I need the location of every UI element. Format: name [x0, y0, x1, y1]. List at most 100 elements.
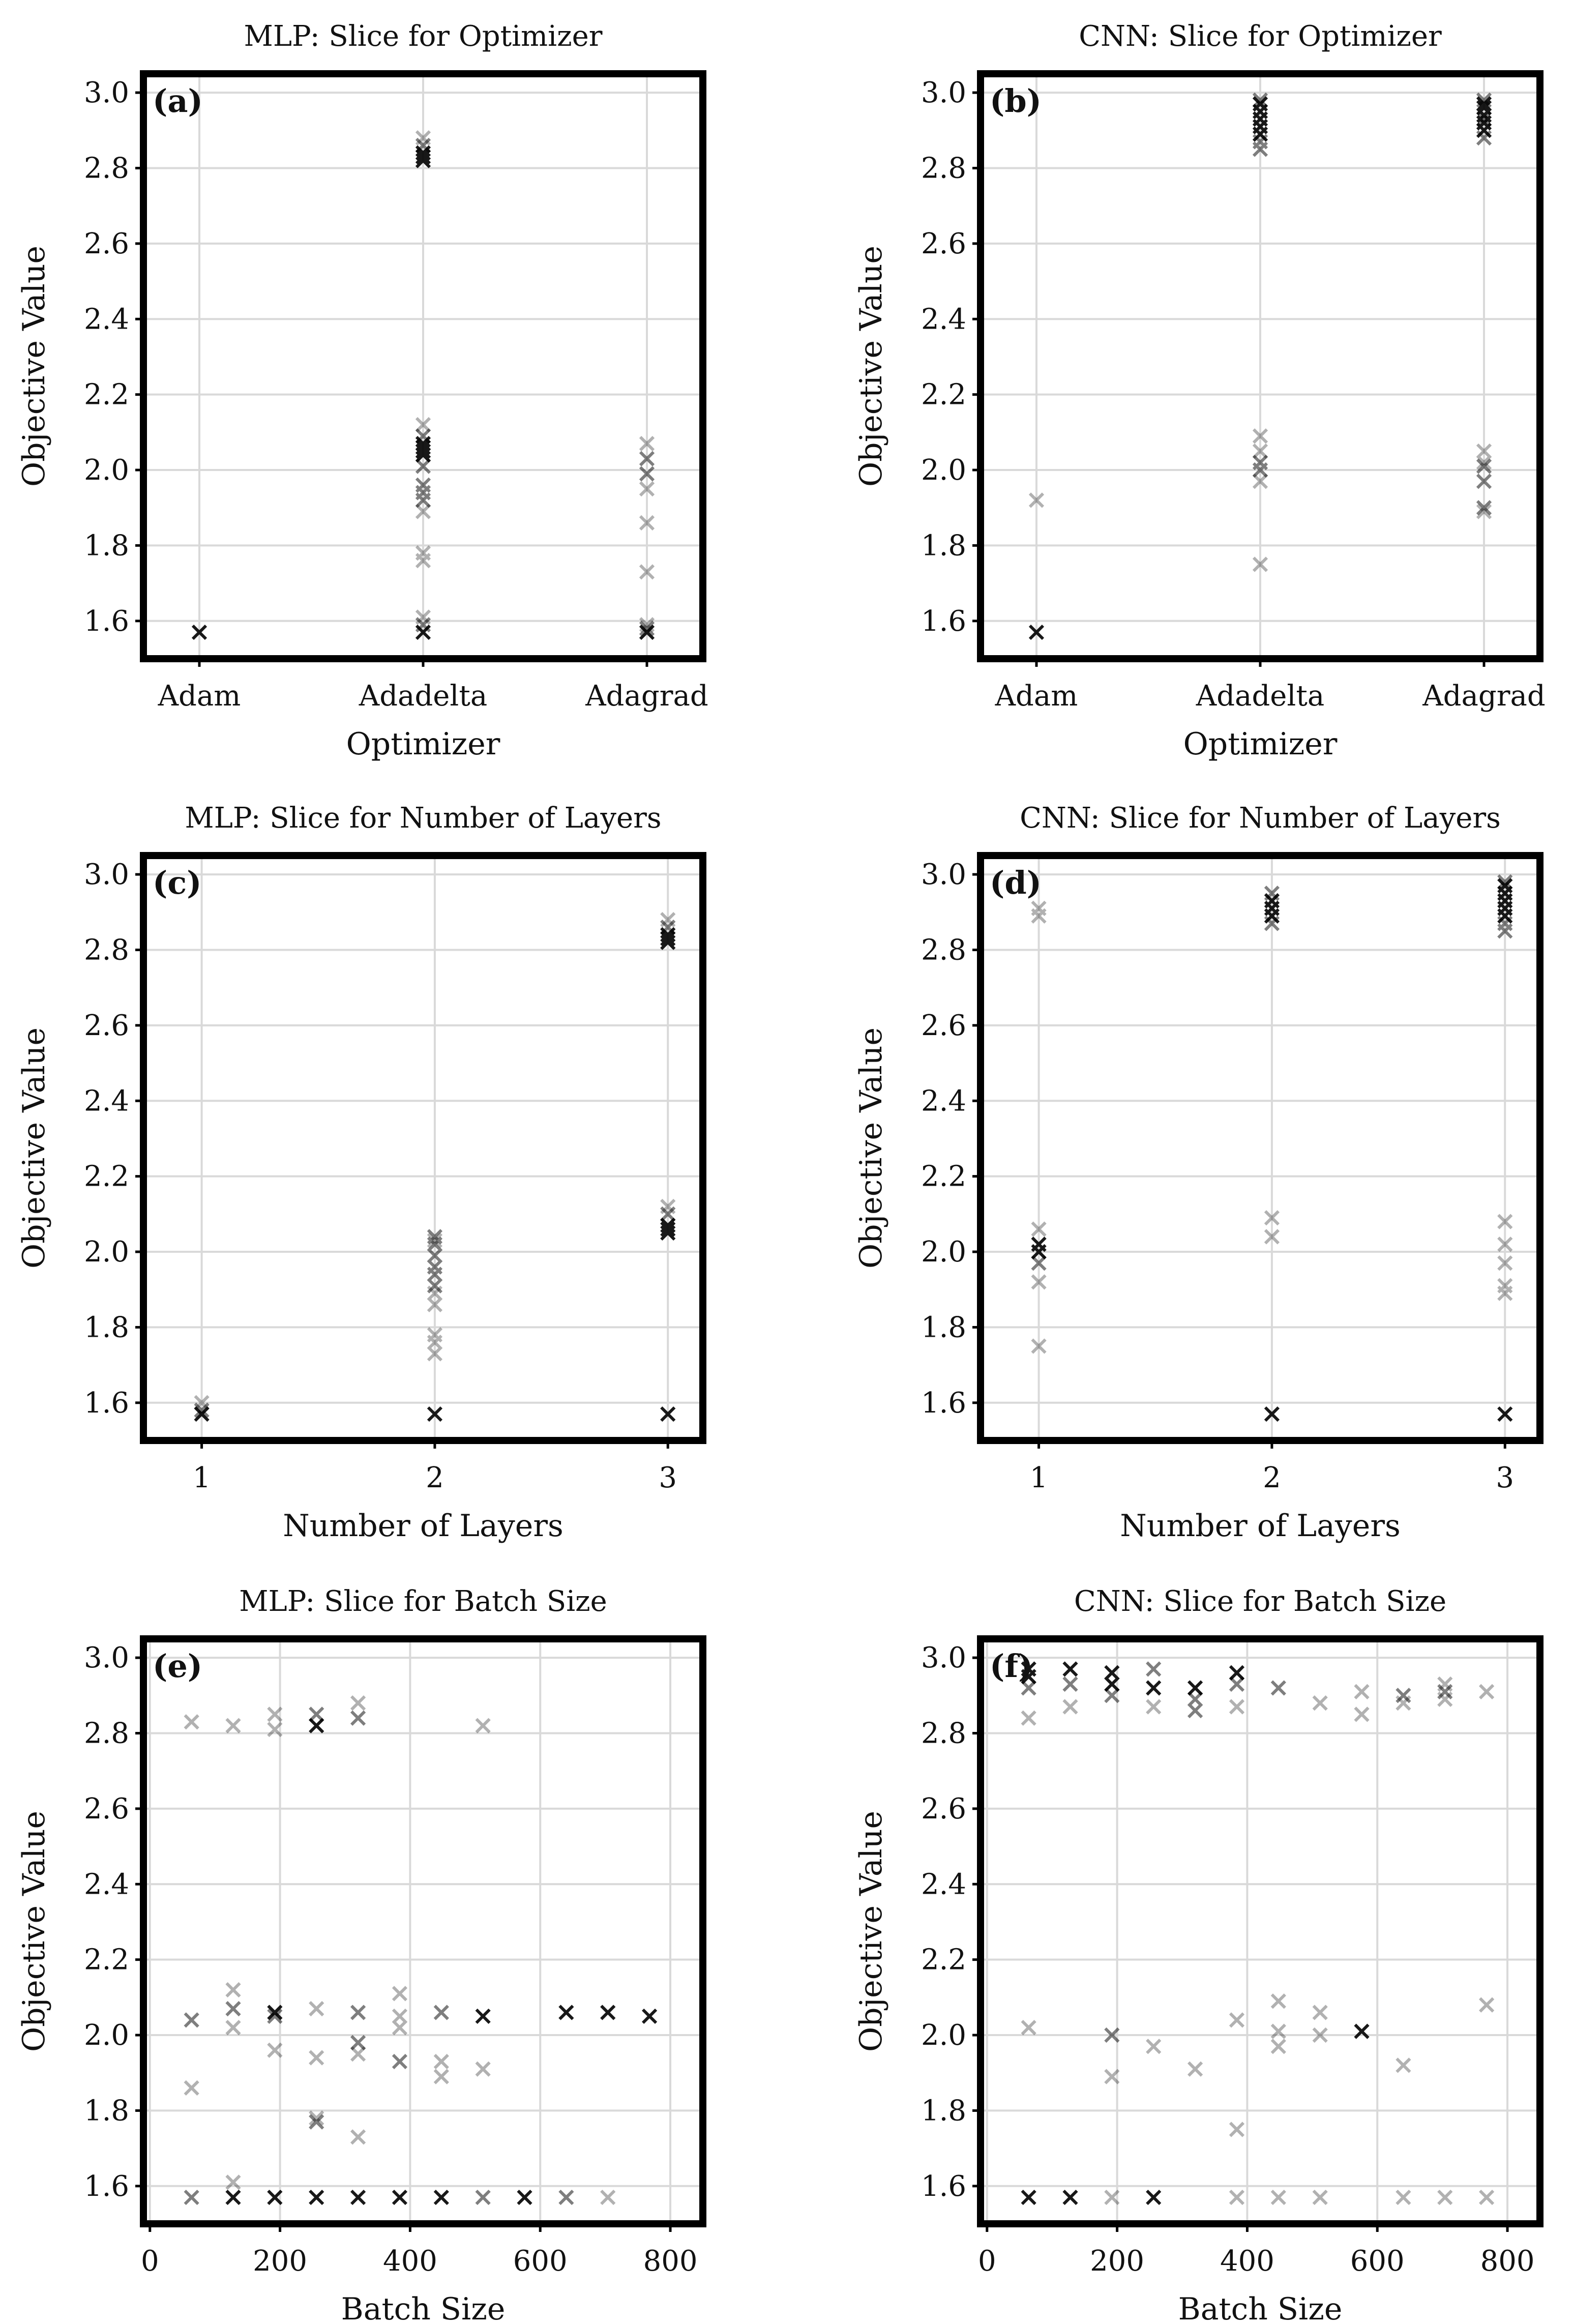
- data-point-stroke: [350, 2129, 366, 2145]
- data-point: [1437, 1684, 1453, 1699]
- data-point-stroke: [225, 2020, 241, 2036]
- data-point: [475, 1718, 491, 1733]
- data-point: [392, 2020, 408, 2036]
- data-point-stroke: [415, 545, 431, 561]
- data-point: [1028, 624, 1045, 640]
- data-point: [350, 2189, 366, 2205]
- panel-label: (a): [153, 82, 203, 120]
- data-point-stroke: [350, 2035, 366, 2050]
- data-point-stroke: [639, 617, 655, 633]
- data-point-stroke: [1354, 1684, 1370, 1699]
- y-tick-label: 2.4: [84, 303, 129, 336]
- plot-frame: [977, 852, 1544, 1444]
- data-point-stroke: [184, 2012, 199, 2028]
- data-point: [1229, 1699, 1245, 1715]
- data-point: [427, 1406, 443, 1422]
- data-point-stroke: [1437, 1691, 1453, 1707]
- x-tick-label: 3: [1496, 1461, 1514, 1494]
- data-point: [1146, 1680, 1162, 1696]
- data-point-stroke: [350, 1695, 366, 1711]
- data-point-stroke: [267, 2042, 283, 2058]
- x-tick-label: 1: [193, 1461, 211, 1494]
- data-point-stroke: [1478, 1997, 1495, 2013]
- data-point-stroke: [1264, 886, 1280, 901]
- data-point-stroke: [415, 504, 431, 519]
- data-point-stroke: [1497, 1214, 1513, 1229]
- data-point: [660, 912, 676, 928]
- data-point: [1031, 1244, 1047, 1260]
- data-point-stroke: [1252, 462, 1268, 478]
- series-medium: [1252, 92, 1492, 516]
- plot-frame: [140, 1635, 706, 2227]
- data-point-stroke: [1021, 2020, 1036, 2036]
- data-point-stroke: [184, 2189, 199, 2205]
- data-point-stroke: [1229, 2189, 1245, 2205]
- panel-label: (d): [990, 864, 1042, 901]
- data-point-stroke: [639, 564, 655, 580]
- data-point-stroke: [1264, 916, 1280, 931]
- data-point: [1497, 874, 1513, 890]
- data-point: [1264, 1229, 1280, 1245]
- data-point-stroke: [225, 2174, 241, 2190]
- data-point-stroke: [1270, 2189, 1286, 2205]
- data-point: [309, 1707, 324, 1722]
- x-axis-label: Number of Layers: [283, 1508, 563, 1544]
- data-point: [1021, 1680, 1036, 1696]
- data-point-stroke: [1354, 1707, 1370, 1722]
- data-point: [267, 1721, 283, 1738]
- data-point: [1021, 1710, 1036, 1726]
- data-point: [350, 1695, 366, 1711]
- data-point-stroke: [639, 621, 655, 636]
- data-point-stroke: [392, 2008, 408, 2024]
- data-point: [1229, 2189, 1245, 2205]
- data-point: [660, 931, 676, 947]
- data-point-stroke: [1021, 2189, 1036, 2205]
- data-point-stroke: [427, 1406, 443, 1422]
- data-point-stroke: [1031, 900, 1047, 916]
- data-point: [1104, 2027, 1120, 2043]
- data-point: [427, 1346, 443, 1362]
- data-point: [1478, 2189, 1495, 2205]
- data-point: [1146, 1699, 1162, 1715]
- x-tick-label: 2: [1263, 1461, 1281, 1494]
- data-point-stroke: [660, 1206, 676, 1222]
- data-point: [1497, 923, 1513, 939]
- data-point-stroke: [194, 1402, 210, 1418]
- data-point: [1021, 2020, 1036, 2036]
- data-point: [225, 2001, 241, 2017]
- data-point: [660, 919, 676, 935]
- panel-a: MLP: Slice for Optimizer 1.6 1.8 2.0 2.2 2.4 2…: [16, 20, 708, 762]
- data-point-stroke: [1229, 2012, 1245, 2028]
- data-point-stroke: [1021, 1710, 1036, 1726]
- data-point: [1187, 1702, 1203, 1719]
- panel-f: CNN: Slice for Batch Size 1.6 1.8 2.0 2.2 2.4…: [853, 1585, 1544, 2324]
- data-point-stroke: [1229, 1699, 1245, 1715]
- data-point-stroke: [1021, 1680, 1036, 1696]
- data-point-stroke: [1252, 556, 1268, 572]
- data-point: [1354, 2023, 1370, 2039]
- data-point: [1031, 1255, 1047, 1271]
- data-point: [184, 2189, 199, 2205]
- data-point: [1031, 900, 1047, 916]
- data-point-stroke: [267, 1721, 283, 1738]
- y-tick-label: 3.0: [84, 858, 129, 891]
- y-tick-label: 1.8: [921, 2094, 966, 2127]
- y-tick-label: 3.0: [84, 1641, 129, 1674]
- panel-label: (e): [153, 1648, 202, 1685]
- data-point: [1104, 2189, 1120, 2205]
- y-tick-label: 1.6: [921, 2170, 966, 2203]
- data-point: [1264, 1406, 1280, 1422]
- data-point-stroke: [1104, 1676, 1120, 1692]
- data-point-stroke: [1031, 1274, 1047, 1290]
- x-tick-label: 200: [253, 2245, 307, 2278]
- data-point-stroke: [427, 1285, 443, 1301]
- data-point: [1478, 1997, 1495, 2013]
- data-point: [415, 617, 431, 633]
- data-point-stroke: [433, 2189, 449, 2205]
- data-point: [309, 2114, 324, 2130]
- y-tick-label: 2.6: [84, 227, 129, 260]
- data-point: [639, 435, 655, 452]
- data-point: [1252, 141, 1268, 157]
- data-point: [660, 1198, 676, 1215]
- data-point-stroke: [1187, 1702, 1203, 1719]
